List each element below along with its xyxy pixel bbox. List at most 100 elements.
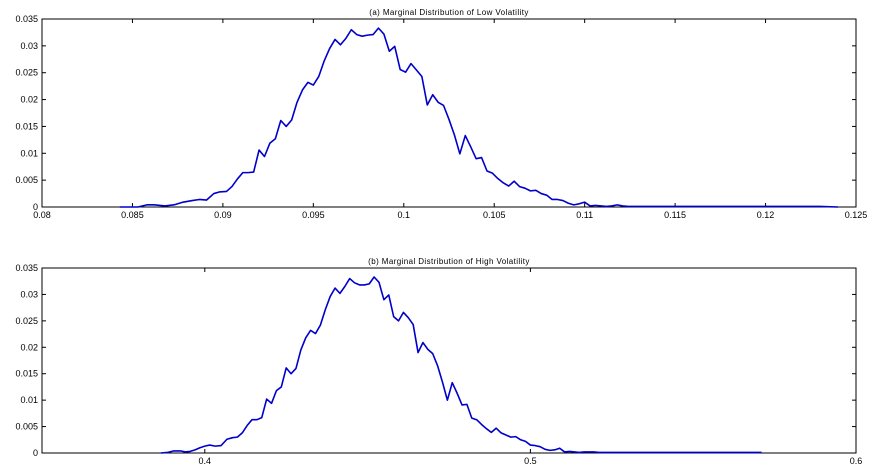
data-point bbox=[554, 449, 556, 451]
data-point bbox=[640, 452, 642, 454]
data-point bbox=[638, 206, 640, 208]
data-point bbox=[497, 178, 499, 180]
data-point bbox=[214, 445, 216, 447]
data-point bbox=[247, 172, 249, 174]
data-point bbox=[403, 312, 405, 314]
data-point bbox=[792, 206, 794, 208]
x-tick-label: 0.115 bbox=[664, 210, 686, 220]
data-point bbox=[310, 330, 312, 332]
data-point bbox=[218, 191, 220, 193]
data-point bbox=[709, 452, 711, 454]
data-point bbox=[359, 284, 361, 286]
data-point bbox=[442, 381, 444, 383]
data-point bbox=[725, 206, 727, 208]
data-point bbox=[481, 424, 483, 426]
data-point bbox=[634, 452, 636, 454]
data-point bbox=[378, 27, 380, 29]
data-point bbox=[559, 447, 561, 449]
data-point bbox=[608, 452, 610, 454]
data-point bbox=[334, 39, 336, 41]
data-point bbox=[481, 157, 483, 159]
data-point bbox=[173, 450, 175, 452]
data-point bbox=[329, 48, 331, 50]
y-tick-label: 0.015 bbox=[15, 121, 38, 131]
data-point bbox=[426, 104, 428, 106]
data-point bbox=[356, 34, 358, 36]
data-point bbox=[540, 193, 542, 195]
data-point bbox=[290, 373, 292, 375]
data-point bbox=[427, 349, 429, 351]
data-point bbox=[443, 105, 445, 107]
data-point bbox=[653, 452, 655, 454]
y-tick-label: 0.01 bbox=[20, 148, 38, 158]
data-point bbox=[534, 445, 536, 447]
data-point bbox=[741, 452, 743, 454]
data-point bbox=[368, 283, 370, 285]
data-point bbox=[476, 419, 478, 421]
data-point bbox=[495, 427, 497, 429]
data-point bbox=[530, 190, 532, 192]
data-point bbox=[367, 34, 369, 36]
data-point bbox=[622, 205, 624, 207]
x-tick-label: 0.125 bbox=[845, 210, 868, 220]
data-point bbox=[206, 199, 208, 201]
data-point bbox=[466, 404, 468, 406]
data-point bbox=[774, 206, 776, 208]
data-point bbox=[486, 170, 488, 172]
data-point bbox=[242, 172, 244, 174]
data-point bbox=[451, 382, 453, 384]
data-point bbox=[546, 194, 548, 196]
data-point bbox=[412, 324, 414, 326]
x-tick-label: 0.095 bbox=[302, 210, 325, 220]
data-point bbox=[315, 333, 317, 335]
data-point bbox=[837, 206, 839, 208]
data-point bbox=[182, 201, 184, 203]
y-tick-label: 0.035 bbox=[15, 14, 38, 24]
data-point bbox=[551, 199, 553, 201]
x-tick-label: 0.5 bbox=[524, 456, 537, 466]
data-point bbox=[258, 149, 260, 151]
data-point bbox=[364, 284, 366, 286]
data-point bbox=[209, 444, 211, 446]
data-point bbox=[405, 71, 407, 73]
data-point bbox=[241, 432, 243, 434]
data-point bbox=[500, 432, 502, 434]
data-point bbox=[660, 452, 662, 454]
data-point bbox=[167, 452, 169, 454]
y-tick-label: 0.025 bbox=[15, 316, 38, 326]
data-point bbox=[461, 404, 463, 406]
data-point bbox=[649, 206, 651, 208]
data-point bbox=[237, 178, 239, 180]
y-tick-label: 0 bbox=[33, 448, 38, 458]
data-point bbox=[119, 206, 121, 208]
data-point bbox=[194, 449, 196, 451]
data-point bbox=[583, 451, 585, 453]
data-point bbox=[510, 436, 512, 438]
data-point bbox=[464, 135, 466, 137]
chart-panel-0: (a) Marginal Distribution of Low Volatil… bbox=[15, 8, 867, 220]
data-point bbox=[525, 441, 527, 443]
data-point bbox=[593, 451, 595, 453]
data-point bbox=[654, 206, 656, 208]
data-point bbox=[296, 101, 298, 103]
data-point bbox=[305, 337, 307, 339]
chart-title: (a) Marginal Distribution of Low Volatil… bbox=[369, 8, 528, 17]
data-point bbox=[508, 185, 510, 187]
data-point bbox=[471, 417, 473, 419]
data-point bbox=[621, 452, 623, 454]
data-point bbox=[160, 452, 162, 454]
chart-title: (b) Marginal Distribution of High Volati… bbox=[368, 257, 530, 266]
data-point bbox=[513, 180, 515, 182]
y-tick-label: 0.03 bbox=[20, 289, 38, 299]
data-point bbox=[447, 399, 449, 401]
data-point bbox=[685, 206, 687, 208]
data-point bbox=[307, 82, 309, 84]
data-point bbox=[665, 206, 667, 208]
data-point bbox=[700, 206, 702, 208]
data-point bbox=[146, 204, 148, 206]
data-point bbox=[417, 352, 419, 354]
data-point bbox=[340, 44, 342, 46]
y-tick-label: 0.02 bbox=[20, 342, 38, 352]
data-point bbox=[492, 172, 494, 174]
data-point bbox=[354, 282, 356, 284]
